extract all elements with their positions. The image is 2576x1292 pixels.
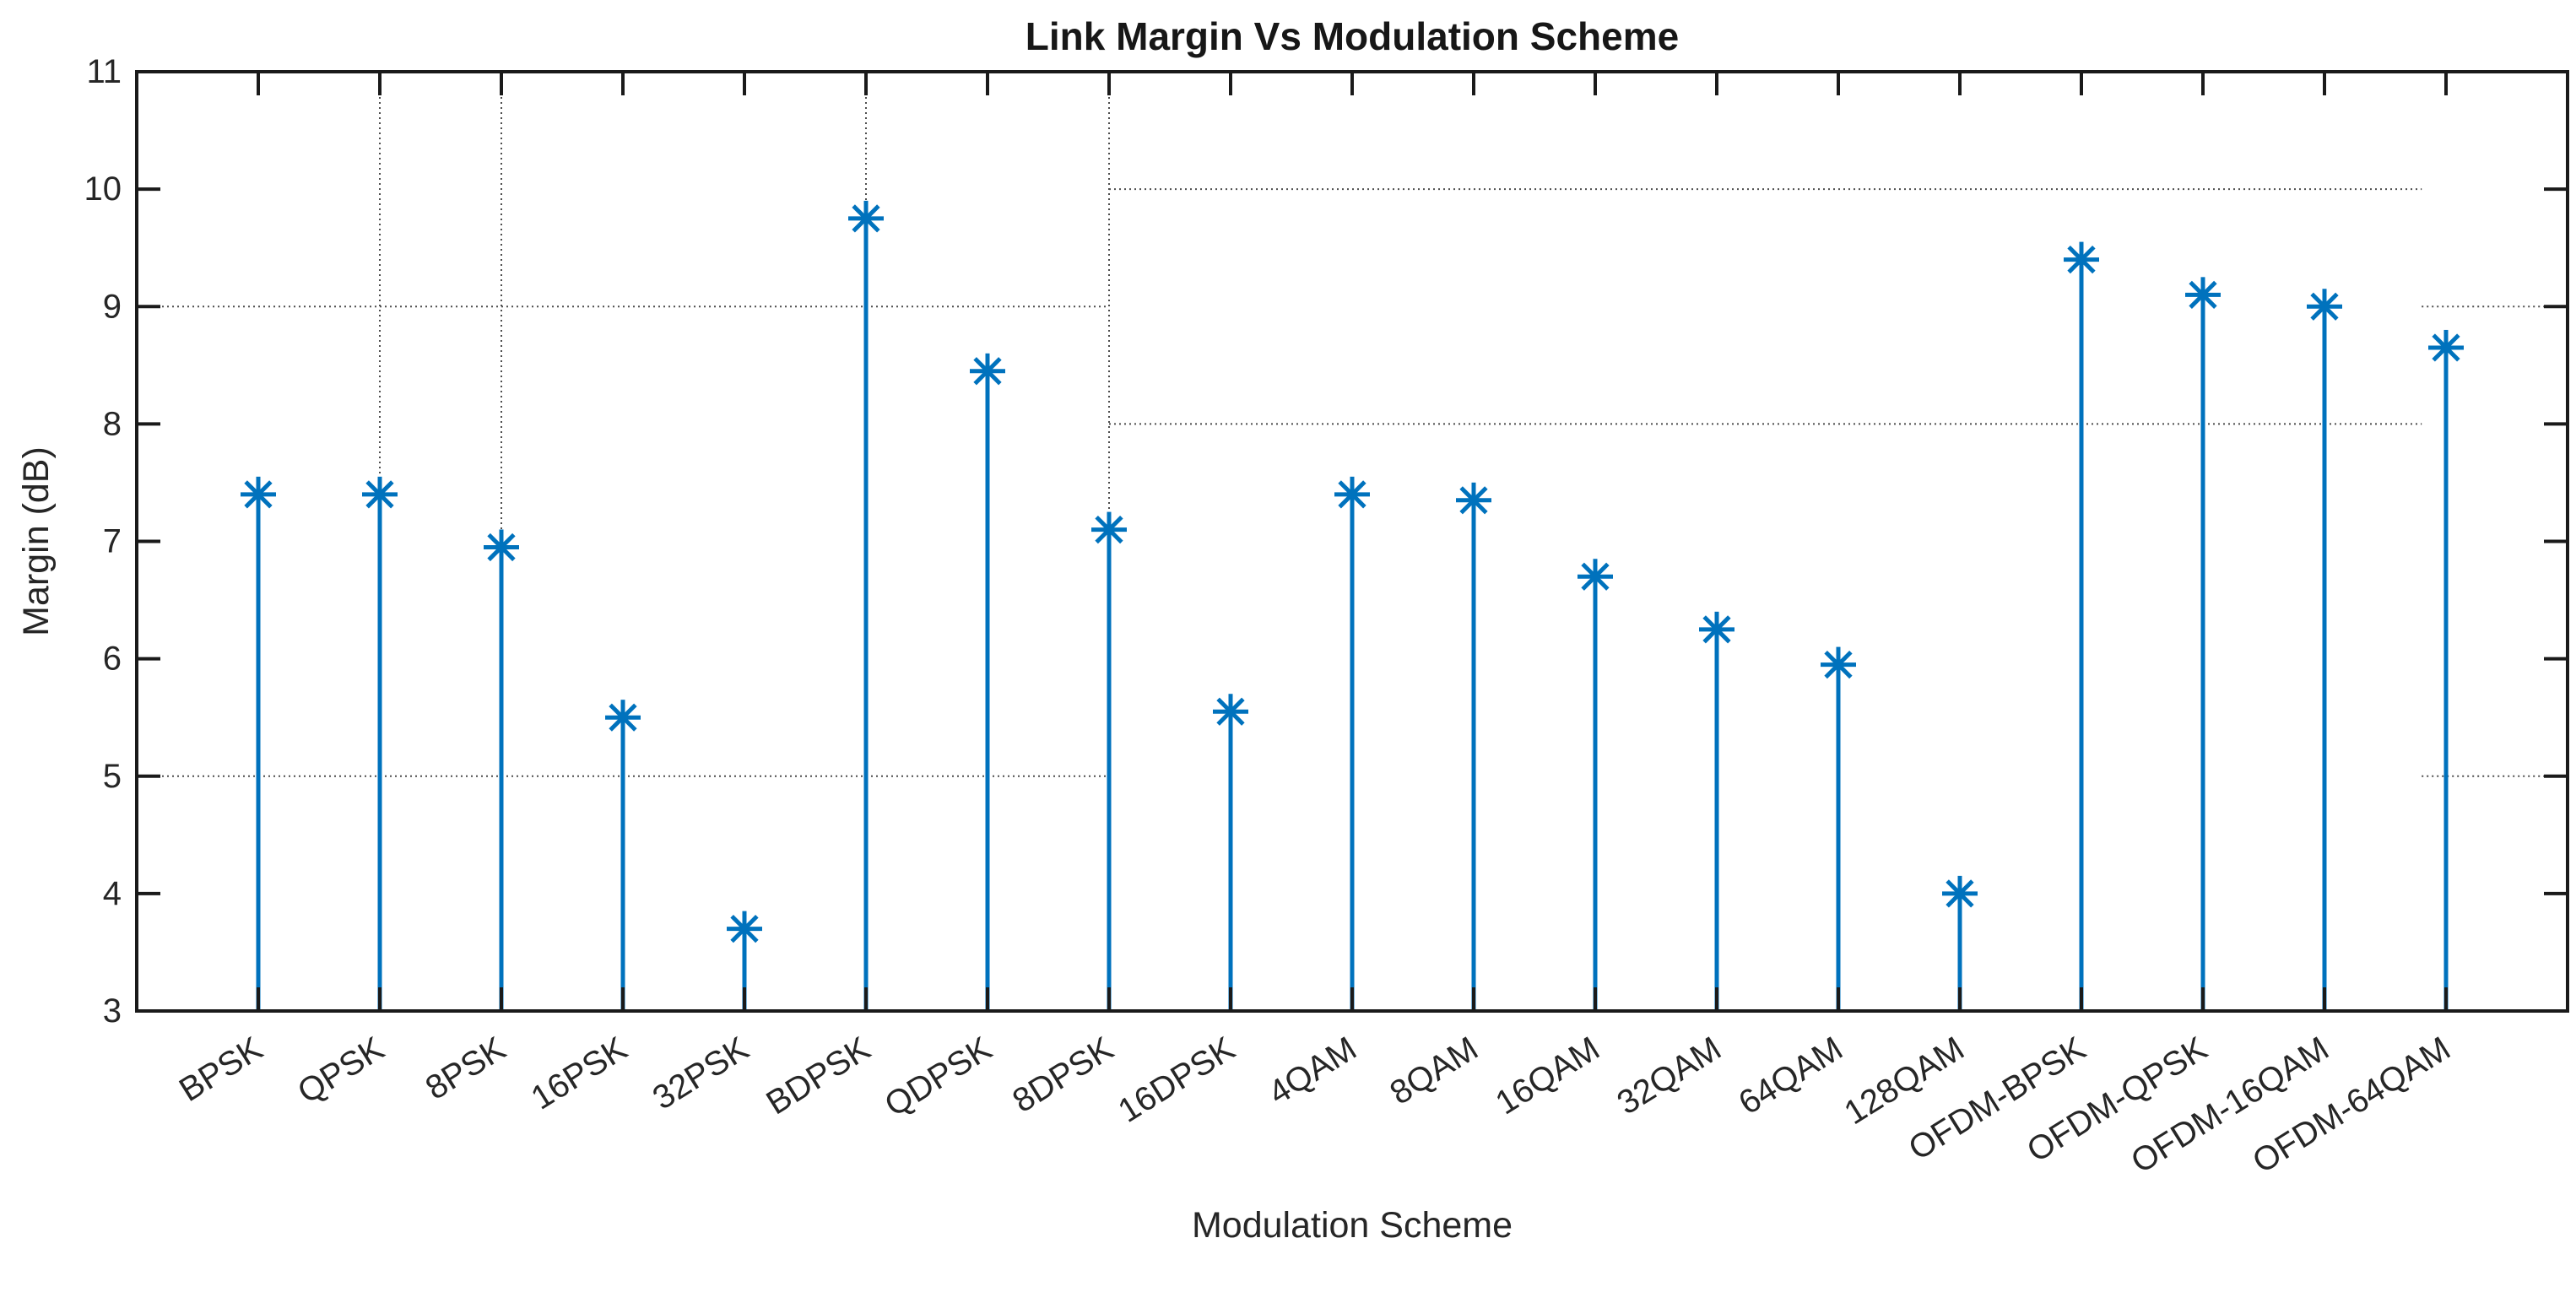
x-tick-label: BDPSK [760,1030,877,1122]
y-tick-label: 6 [103,641,122,678]
x-tick-label: 32QAM [1610,1030,1727,1122]
x-tick-label: BPSK [173,1030,269,1109]
x-tick-label: 16DPSK [1112,1030,1242,1130]
y-tick-label: 5 [103,758,122,795]
y-tick-label: 9 [103,288,122,325]
y-tick-label: 3 [103,992,122,1030]
x-tick-label: 8DPSK [1006,1030,1120,1120]
x-axis-label: Modulation Scheme [1191,1205,1513,1246]
x-tick-label: 4QAM [1262,1030,1362,1111]
x-tick-label: 64QAM [1732,1030,1848,1122]
stem-marker-asterisk [365,480,394,509]
stem-marker-asterisk [1095,515,1123,544]
stem-marker-asterisk [244,480,273,509]
x-tick-label: 8QAM [1383,1030,1484,1111]
x-tick-label: 16PSK [525,1030,634,1116]
stem-marker-asterisk [1459,486,1488,515]
x-tick-label: 8PSK [419,1030,512,1107]
stem-marker-asterisk [2189,280,2217,309]
x-tick-label: OFDM-64QAM [2246,1030,2456,1181]
stem-marker-asterisk [2067,245,2096,274]
stem-marker-asterisk [973,357,1002,386]
stem-marker-asterisk [487,532,516,562]
stem-marker-asterisk [1702,615,1731,644]
stem-marker-asterisk [1946,879,1974,908]
y-tick-label: 11 [86,53,122,90]
stem-marker-asterisk [1216,697,1245,726]
x-tick-label: QPSK [291,1030,391,1111]
x-tick-label: QDPSK [879,1030,998,1124]
chart-title: Link Margin Vs Modulation Scheme [1025,14,1680,58]
y-tick-label: 7 [103,523,122,560]
y-tick-label: 10 [84,170,122,208]
stem-marker-asterisk [2432,333,2460,362]
x-tick-label: 32PSK [647,1030,755,1116]
stem-marker-asterisk [2310,292,2339,321]
y-tick-label: 4 [103,875,122,912]
x-tick-label: 16QAM [1489,1030,1605,1122]
stem-marker-asterisk [1581,562,1610,591]
y-tick-label: 8 [103,405,122,442]
stem-marker-asterisk [609,703,637,732]
stem-marker-asterisk [852,204,880,233]
x-tick-label: OFDM-16QAM [2124,1030,2335,1181]
stem-marker-asterisk [730,914,759,943]
stem-marker-asterisk [1338,480,1366,509]
stem-marker-asterisk [1824,650,1853,679]
